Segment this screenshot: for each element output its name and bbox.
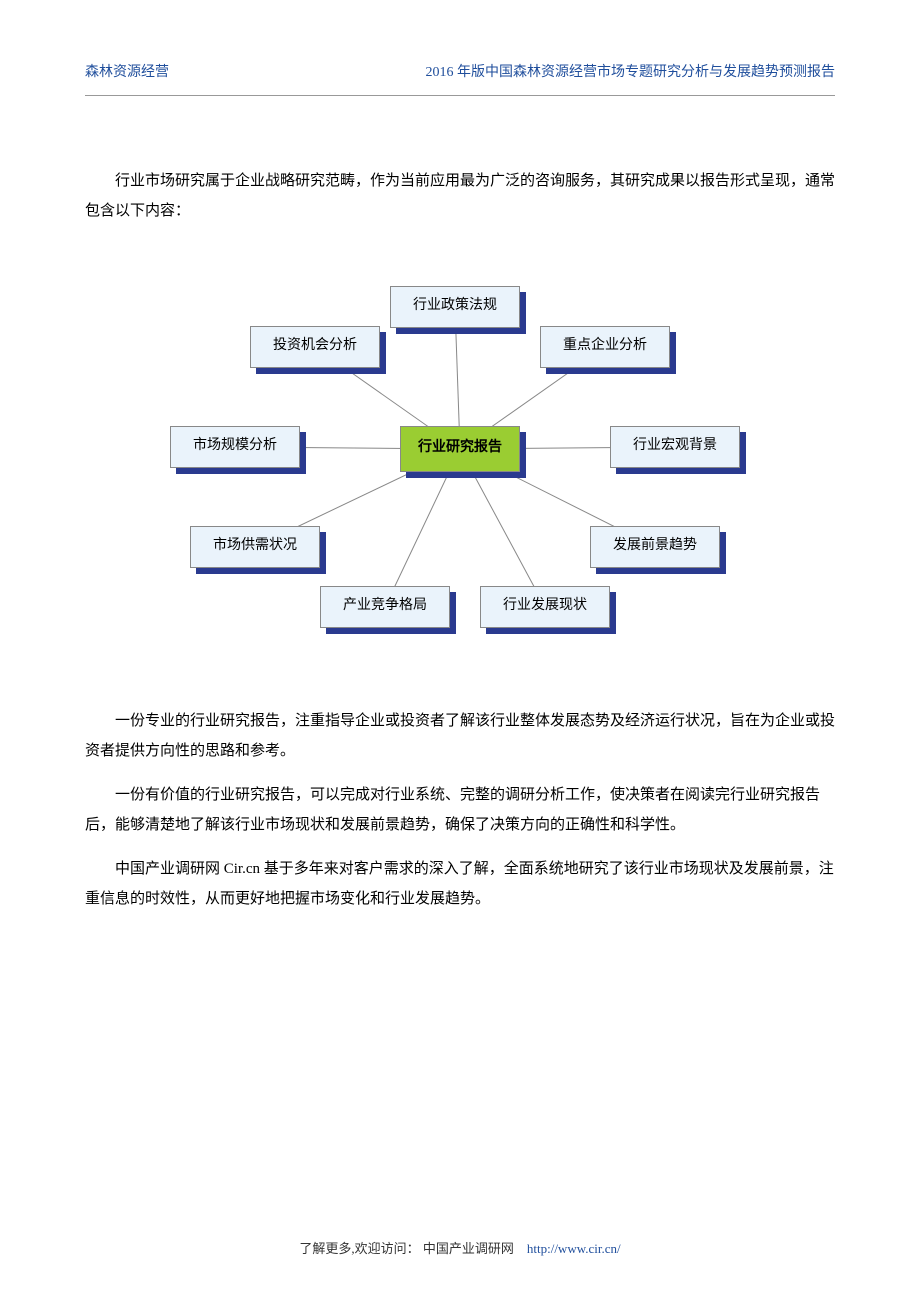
diagram-node-prospect: 发展前景趋势 [590,526,720,568]
body-paragraph-4: 中国产业调研网 Cir.cn 基于多年来对客户需求的深入了解，全面系统地研究了该… [85,854,835,914]
concept-diagram: 行业政策法规投资机会分析 重点企业分析市场规模分析 行业宏观背景市场供需状况 发展前景… [140,256,780,656]
header-rule [85,95,835,96]
page-footer: 了解更多,欢迎访问： 中国产业调研网 http://www.cir.cn/ [0,1237,920,1262]
header-left-text: 森林资源经营 [85,60,169,87]
diagram-node-invest: 投资机会分析 [250,326,380,368]
document-page: 森林资源经营 2016 年版中国森林资源经营市场专题研究分析与发展趋势预测报告 … [0,0,920,1302]
body-paragraph-3: 一份有价值的行业研究报告，可以完成对行业系统、完整的调研分析工作，使决策者在阅读… [85,780,835,840]
diagram-node-macro: 行业宏观背景 [610,426,740,468]
diagram-node-scale: 市场规模分析 [170,426,300,468]
header-right-text: 2016 年版中国森林资源经营市场专题研究分析与发展趋势预测报告 [426,60,836,87]
diagram-node-policy: 行业政策法规 [390,286,520,328]
footer-prefix: 了解更多,欢迎访问： [299,1241,419,1256]
body-paragraph-2: 一份专业的行业研究报告，注重指导企业或投资者了解该行业整体发展态势及经济运行状况… [85,706,835,766]
intro-paragraph-1: 行业市场研究属于企业战略研究范畴，作为当前应用最为广泛的咨询服务，其研究成果以报… [85,166,835,226]
diagram-node-enterprise: 重点企业分析 [540,326,670,368]
page-header: 森林资源经营 2016 年版中国森林资源经营市场专题研究分析与发展趋势预测报告 [85,60,835,87]
footer-site-name: 中国产业调研网 [423,1241,514,1256]
diagram-center-node: 行业研究报告 [400,426,520,472]
diagram-node-status: 行业发展现状 [480,586,610,628]
footer-link[interactable]: http://www.cir.cn/ [527,1241,621,1256]
diagram-node-supply: 市场供需状况 [190,526,320,568]
diagram-node-compete: 产业竞争格局 [320,586,450,628]
